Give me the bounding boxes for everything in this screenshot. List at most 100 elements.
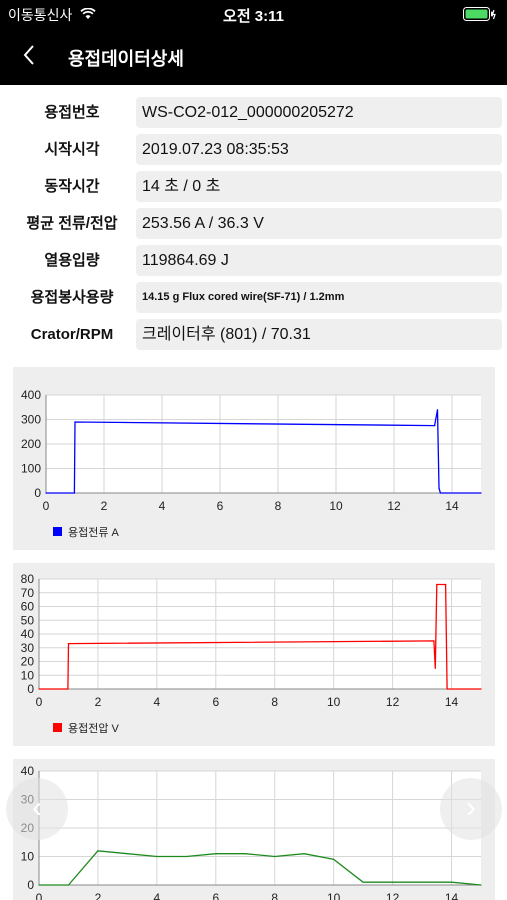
y-tick-label: 200 — [21, 437, 41, 451]
data-point — [67, 643, 70, 645]
x-tick-label: 8 — [271, 695, 278, 709]
detail-value: 크레이터후 (801) / 70.31 — [136, 319, 502, 350]
data-point — [436, 409, 439, 411]
data-point — [97, 850, 99, 852]
data-point — [126, 853, 128, 855]
data-point — [433, 640, 435, 642]
data-point — [45, 492, 47, 494]
y-tick-label: 40 — [21, 764, 35, 778]
x-tick-label: 4 — [154, 891, 161, 900]
x-tick-label: 0 — [43, 499, 50, 513]
series-line — [39, 850, 482, 886]
data-point — [274, 855, 276, 858]
legend-label: 용접전류 A — [68, 526, 120, 539]
x-tick-label: 14 — [445, 695, 459, 709]
data-point — [480, 492, 482, 494]
data-point — [215, 853, 217, 855]
y-tick-label: 0 — [34, 486, 41, 500]
y-tick-label: 40 — [21, 627, 35, 641]
current-chart: 0 2 4 6 8 10 12 14 0 100 200 300 400 용접전류 A — [13, 367, 495, 550]
detail-value: 253.56 A / 36.3 V — [136, 208, 502, 239]
x-tick-label: 12 — [386, 891, 400, 900]
data-point — [392, 881, 394, 883]
detail-label: 동작시간 — [44, 178, 100, 195]
data-point — [67, 688, 69, 690]
y-tick-label: 20 — [21, 655, 35, 669]
detail-value: 2019.07.23 08:35:53 — [136, 134, 502, 165]
x-tick-label: 4 — [154, 695, 161, 709]
data-point — [434, 425, 436, 427]
data-point — [450, 881, 453, 883]
detail-row-crater-rpm: Crator/RPM 크레이터후 (801) / 70.31 — [8, 318, 502, 355]
x-tick-label: 4 — [159, 499, 166, 513]
current-chart-svg: 0 2 4 6 8 10 12 14 0 100 200 300 400 용접전류 A — [21, 388, 482, 539]
detail-list: 용접번호 WS-CO2-012_000000205272 시작시각 2019.0… — [8, 96, 502, 355]
data-point — [446, 688, 448, 690]
x-tick-label: 8 — [271, 891, 278, 900]
x-tick-label: 10 — [327, 695, 341, 709]
wifi-icon — [80, 8, 96, 19]
voltage-chart: 0 2 4 6 8 10 12 14 0 10 20 30 40 50 60 70 80 용접전압 V — [13, 563, 495, 746]
detail-row-heat-input: 열용입량 119864.69 J — [8, 244, 502, 281]
detail-label: Crator/RPM — [30, 326, 114, 343]
y-tick-label: 70 — [21, 586, 35, 600]
detail-row-electrode-usage: 용접봉사용량 14.15 g Flux cored wire(SF-71) / … — [8, 281, 502, 318]
x-tick-label: 8 — [275, 499, 282, 513]
y-tick-label: 0 — [27, 878, 34, 892]
x-tick-label: 6 — [212, 891, 219, 900]
data-point — [185, 855, 187, 858]
detail-label: 용접번호 — [44, 104, 100, 121]
detail-label: 용접봉사용량 — [30, 289, 114, 306]
detail-row-start-time: 시작시각 2019.07.23 08:35:53 — [8, 133, 502, 170]
x-tick-label: 14 — [445, 891, 459, 900]
data-point — [480, 884, 482, 886]
x-tick-label: 2 — [95, 695, 102, 709]
detail-row-run-time: 동작시간 14 초 / 0 초 — [8, 170, 502, 207]
legend-label: 용접전압 V — [68, 722, 120, 735]
data-point — [244, 853, 246, 855]
data-point — [438, 487, 440, 489]
x-tick-label: 0 — [36, 695, 43, 709]
chevron-left-icon — [23, 45, 34, 65]
y-tick-label: 10 — [21, 850, 35, 864]
data-point — [73, 492, 76, 494]
y-tick-label: 80 — [21, 572, 35, 586]
data-point — [333, 858, 335, 860]
detail-label: 열용입량 — [44, 252, 100, 269]
next-chart-button[interactable]: › — [440, 778, 502, 840]
legend-swatch — [53, 723, 62, 732]
y-tick-label: 60 — [21, 600, 35, 614]
detail-row-weld-number: 용접번호 WS-CO2-012_000000205272 — [8, 96, 502, 133]
previous-chart-button[interactable]: ‹ — [6, 778, 68, 840]
status-bar: 이동통신사 오전 3:11 — [0, 0, 507, 28]
y-tick-label: 100 — [21, 462, 41, 476]
data-point — [74, 421, 76, 423]
data-point — [421, 881, 423, 883]
detail-value: 14 초 / 0 초 — [136, 171, 502, 202]
y-tick-label: 50 — [21, 613, 35, 627]
data-point — [445, 583, 447, 586]
back-button[interactable] — [22, 40, 36, 72]
carrier-name: 이동통신사 — [8, 7, 73, 23]
x-tick-label: 12 — [387, 499, 401, 513]
data-point — [156, 855, 158, 858]
detail-row-avg-current-voltage: 평균 전류/전압 253.56 A / 36.3 V — [8, 207, 502, 244]
data-point — [303, 853, 305, 855]
detail-label: 평균 전류/전압 — [26, 215, 118, 232]
clock: 오전 3:11 — [223, 8, 284, 25]
x-tick-label: 6 — [217, 499, 224, 513]
y-tick-label: 300 — [21, 413, 41, 427]
x-tick-label: 12 — [386, 695, 400, 709]
x-tick-label: 6 — [212, 695, 219, 709]
x-tick-label: 10 — [327, 891, 341, 900]
x-tick-label: 10 — [329, 499, 343, 513]
y-tick-label: 0 — [27, 682, 34, 696]
nav-bar: 용접데이터상세 — [0, 28, 507, 85]
y-tick-label: 400 — [21, 388, 41, 402]
data-point — [362, 881, 364, 883]
detail-label: 시작시각 — [44, 141, 100, 158]
page-title: 용접데이터상세 — [68, 49, 184, 69]
